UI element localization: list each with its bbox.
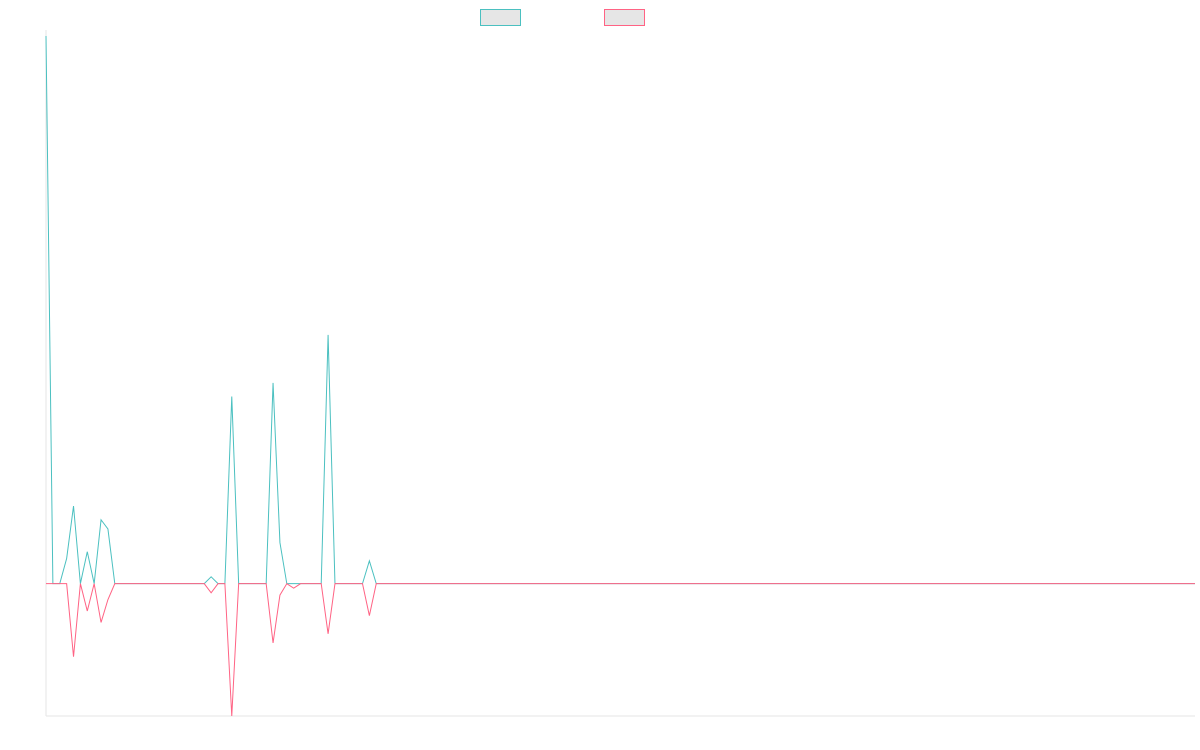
series-line-2	[46, 582, 1195, 717]
legend	[480, 9, 645, 26]
series-line-1	[45, 35, 1195, 585]
legend-item-2	[604, 9, 645, 26]
legend-swatch-1	[480, 9, 521, 26]
axes	[45, 30, 1195, 717]
legend-swatch-2	[604, 9, 645, 26]
series-layer	[45, 35, 1195, 717]
legend-item-1	[480, 9, 521, 26]
